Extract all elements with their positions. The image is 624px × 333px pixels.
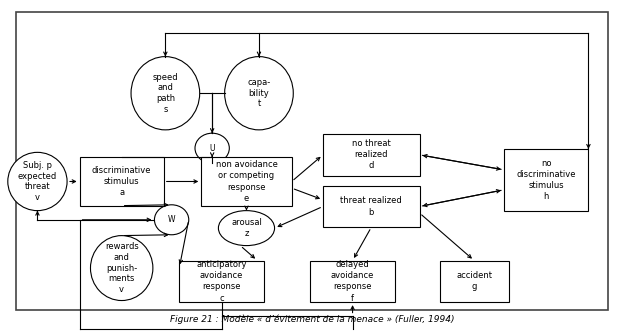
Text: rewards
and
punish-
ments
v: rewards and punish- ments v: [105, 242, 139, 294]
Text: Figure 21 : Modèle « d’évitement de la menace » (Fuller, 1994): Figure 21 : Modèle « d’évitement de la m…: [170, 315, 454, 324]
Bar: [310, 260, 394, 302]
Text: no threat
realized
d: no threat realized d: [352, 139, 391, 170]
Text: W: W: [168, 215, 175, 224]
Bar: [504, 149, 588, 210]
Ellipse shape: [7, 153, 67, 210]
Ellipse shape: [131, 57, 200, 130]
Ellipse shape: [225, 57, 293, 130]
Text: discriminative
stimulus
a: discriminative stimulus a: [92, 166, 152, 197]
Text: accident
g: accident g: [456, 271, 492, 291]
Ellipse shape: [155, 205, 189, 235]
Bar: [16, 12, 608, 310]
Ellipse shape: [195, 133, 230, 163]
Text: delayed
avoidance
response
f: delayed avoidance response f: [331, 260, 374, 303]
Text: no
discriminative
stimulus
h: no discriminative stimulus h: [516, 159, 576, 201]
Text: arousal
z: arousal z: [231, 218, 262, 238]
Bar: [323, 185, 419, 227]
Text: threat realized
b: threat realized b: [341, 196, 402, 216]
Text: U: U: [210, 144, 215, 153]
Text: non avoidance
or competing
response
e: non avoidance or competing response e: [215, 160, 278, 203]
Bar: [180, 260, 263, 302]
Ellipse shape: [218, 211, 275, 246]
Ellipse shape: [90, 236, 153, 300]
Text: Subj. p
expected
threat
v: Subj. p expected threat v: [18, 161, 57, 202]
Text: capa-
bility
t: capa- bility t: [247, 78, 271, 109]
Text: anticipatory
avoidance
response
c: anticipatory avoidance response c: [197, 260, 246, 303]
Bar: [201, 158, 292, 205]
Bar: [440, 260, 509, 302]
Text: speed
and
path
s: speed and path s: [152, 73, 178, 114]
Bar: [80, 158, 163, 205]
Bar: [323, 134, 419, 176]
